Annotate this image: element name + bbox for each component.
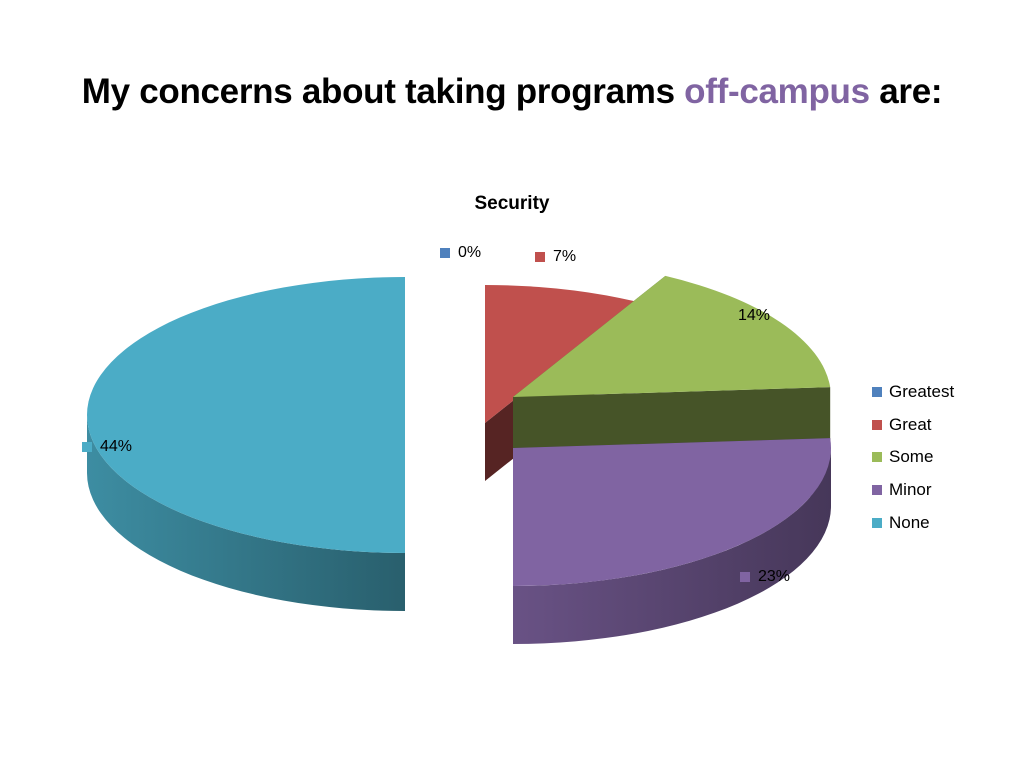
legend-item-greatest: Greatest xyxy=(872,376,954,409)
legend-item-great: Great xyxy=(872,409,954,442)
slide-title-main: My concerns about taking programs xyxy=(81,72,685,111)
legend-swatch xyxy=(872,419,882,430)
legend-item-minor: Minor xyxy=(872,474,954,507)
data-label-swatch xyxy=(535,252,545,262)
data-label-text: 0% xyxy=(458,244,482,261)
data-label-minor: 23% xyxy=(740,568,790,586)
pie-slice-minor xyxy=(513,438,831,644)
legend-label: Some xyxy=(889,447,934,467)
legend-swatch xyxy=(872,387,882,398)
data-label-swatch xyxy=(720,311,730,321)
pie-slice-top xyxy=(513,275,831,397)
legend-item-none: None xyxy=(872,506,954,539)
pie-slice-wall xyxy=(513,387,831,455)
legend-label: Greatest xyxy=(889,382,955,402)
legend-swatch xyxy=(872,452,882,463)
data-label-some: 14% xyxy=(720,307,770,325)
data-label-great: 7% xyxy=(535,248,576,266)
data-label-text: 23% xyxy=(758,568,791,585)
data-label-text: 14% xyxy=(738,307,771,324)
data-label-swatch xyxy=(740,572,750,582)
slide-title-end: are: xyxy=(869,72,943,111)
pie-slice-top xyxy=(485,285,638,423)
pie-slice-top xyxy=(513,438,831,586)
legend: Greatest Great Some Minor None xyxy=(872,376,954,539)
pie-slice-rim xyxy=(87,415,405,611)
data-label-text: 44% xyxy=(100,438,133,455)
pie-slice-top xyxy=(87,277,405,553)
pie-slice-rim xyxy=(513,448,831,644)
legend-label: Great xyxy=(889,414,932,434)
pie-slice-none xyxy=(87,277,405,611)
slide-title-accent: off-campus xyxy=(684,72,870,111)
legend-label: Minor xyxy=(889,480,932,500)
legend-label: None xyxy=(889,512,930,532)
data-label-greatest: 0% xyxy=(440,244,481,262)
data-label-swatch xyxy=(440,248,450,258)
data-label-text: 7% xyxy=(553,248,577,265)
legend-swatch xyxy=(872,517,882,528)
legend-swatch xyxy=(872,485,882,496)
slide-title: My concerns about taking programs off-ca… xyxy=(0,72,1024,112)
data-label-swatch xyxy=(82,442,92,452)
pie-slice-some xyxy=(513,275,831,455)
data-label-none: 44% xyxy=(82,438,132,456)
legend-item-some: Some xyxy=(872,441,954,474)
chart-title: Security xyxy=(474,193,550,214)
